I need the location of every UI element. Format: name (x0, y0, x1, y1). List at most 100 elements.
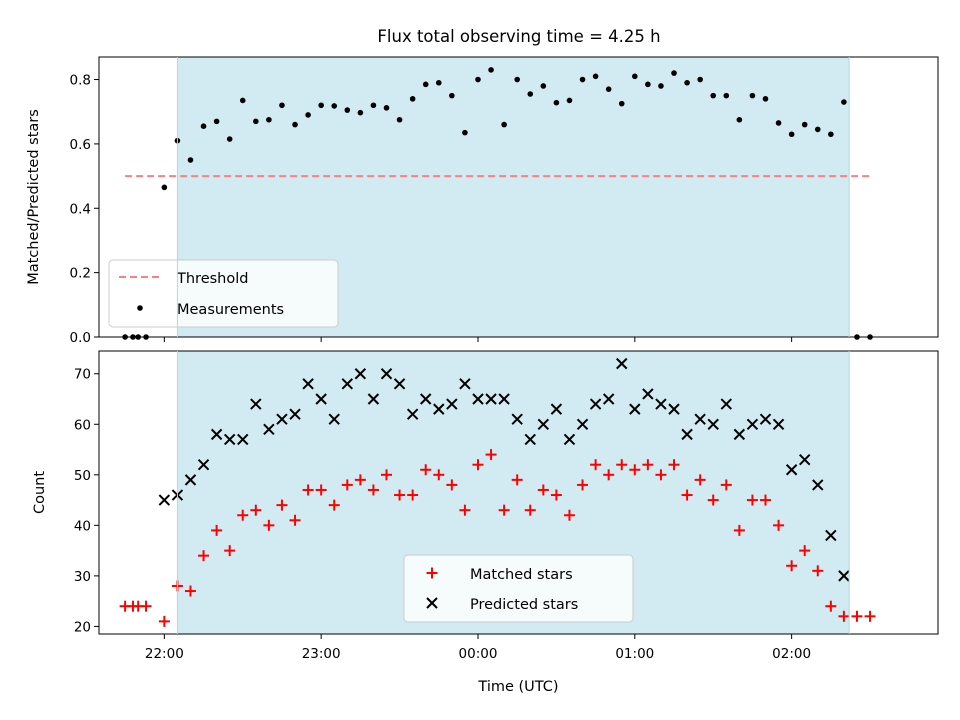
predicted-star-point (197, 458, 210, 471)
y-tick-label: 0.2 (70, 266, 91, 282)
y-tick-label: 60 (74, 417, 91, 433)
measurement-point (788, 131, 795, 138)
predicted-star-point (446, 398, 458, 410)
matched-star-point (616, 459, 628, 471)
predicted-star-point (158, 494, 171, 506)
y-tick-label: 30 (74, 569, 91, 585)
matched-star-point (184, 585, 196, 597)
measurement-point (279, 102, 285, 109)
matched-star-point (367, 484, 379, 496)
cross-b (315, 393, 327, 405)
cross-b (511, 413, 523, 425)
top-x-ticks (163, 337, 793, 342)
cross-b (772, 418, 785, 430)
cross-b (694, 413, 706, 425)
cross-b (550, 403, 563, 415)
measurement-point (331, 103, 338, 109)
matched-star-point (198, 550, 210, 562)
measurement-point (762, 96, 769, 102)
predicted-star-point (629, 403, 641, 415)
predicted-star-point (263, 423, 275, 436)
cross-b (798, 453, 811, 466)
bottom-x-ticks: 22:00 23:00 00:00 01:00 02:00 (145, 634, 811, 662)
top-panel: 0.00.20.40.60.8 Matched/Predicted stars … (26, 56, 939, 346)
top-y-ticks: 0.0 0.2 0.4 0.6 0.8 (70, 73, 99, 346)
cross-b (328, 413, 340, 425)
matched-star-point (407, 489, 419, 501)
matched-star-point (459, 504, 471, 516)
predicted-star-point (223, 433, 236, 446)
matched-star-point (224, 545, 236, 557)
predicted-star-point (524, 433, 536, 446)
predicted-star-point (393, 378, 406, 390)
matched-star-point (694, 474, 706, 486)
cross-b (733, 428, 746, 441)
measurement-point (632, 73, 638, 80)
y-tick-label: 20 (74, 619, 91, 635)
measurement-point (344, 107, 351, 113)
predicted-star-point (328, 413, 340, 425)
legend-cross (426, 597, 438, 609)
measurement-point (488, 67, 494, 73)
cross-b (263, 423, 275, 436)
x-tick-label: 02:00 (772, 646, 811, 662)
measurement-point (396, 116, 403, 123)
measurement-point (645, 81, 651, 88)
cross-b (393, 378, 406, 390)
measurement-point (671, 70, 677, 76)
cross-b (681, 428, 693, 441)
measurement-point (684, 79, 690, 86)
measurement-point (292, 121, 298, 128)
y-tick-label: 40 (74, 518, 91, 534)
matched-star-point (550, 489, 562, 501)
legend-matched-label: Matched stars (470, 567, 573, 583)
cross-b (759, 413, 772, 425)
predicted-star-point (550, 403, 563, 415)
predicted-star-point (354, 368, 367, 380)
measurement-point (710, 92, 717, 99)
matched-star-point (498, 504, 510, 516)
matched-star-point (433, 469, 445, 481)
measurement-point (161, 184, 168, 191)
matched-star-point (773, 519, 785, 531)
matched-star-point (812, 565, 824, 577)
cross-b (524, 433, 536, 446)
legend-predicted-swatch (426, 597, 438, 609)
predicted-star-point (655, 398, 667, 410)
measurement-point (618, 100, 625, 107)
cross-b (655, 398, 667, 410)
bottom-legend-box (403, 554, 634, 623)
matched-star-point (838, 610, 850, 622)
matched-star-point (302, 484, 314, 496)
predicted-star-point (668, 403, 680, 415)
cross-b (276, 413, 288, 425)
matched-star-point (315, 484, 327, 496)
cross-b (825, 529, 837, 542)
matched-star-point (341, 479, 353, 491)
predicted-star-point (315, 393, 327, 405)
matched-star-point (263, 519, 275, 531)
y-tick-label: 0.6 (70, 137, 91, 153)
matched-star-point (250, 504, 262, 516)
predicted-star-point (563, 433, 576, 446)
cross-b (433, 403, 445, 415)
measurement-point (213, 118, 220, 125)
predicted-star-point (250, 398, 262, 410)
predicted-star-point (289, 408, 301, 420)
top-y-axis-label: Matched/Predicted stars (26, 109, 42, 285)
matched-stars-points (119, 449, 876, 627)
cross-b (341, 378, 354, 390)
matched-star-point (577, 479, 589, 491)
predicted-star-point (184, 474, 197, 486)
matched-star-point (759, 494, 771, 506)
matched-star-point (446, 479, 458, 491)
cross-b (354, 368, 367, 380)
matched-star-point (289, 514, 301, 526)
matched-star-point (485, 449, 497, 461)
cross-b (158, 494, 171, 506)
y-tick-label: 0.8 (70, 73, 91, 89)
predicted-star-point (707, 418, 719, 430)
predicted-star-point (694, 413, 706, 425)
y-tick-label: 70 (74, 367, 91, 383)
cross-b (184, 474, 197, 486)
